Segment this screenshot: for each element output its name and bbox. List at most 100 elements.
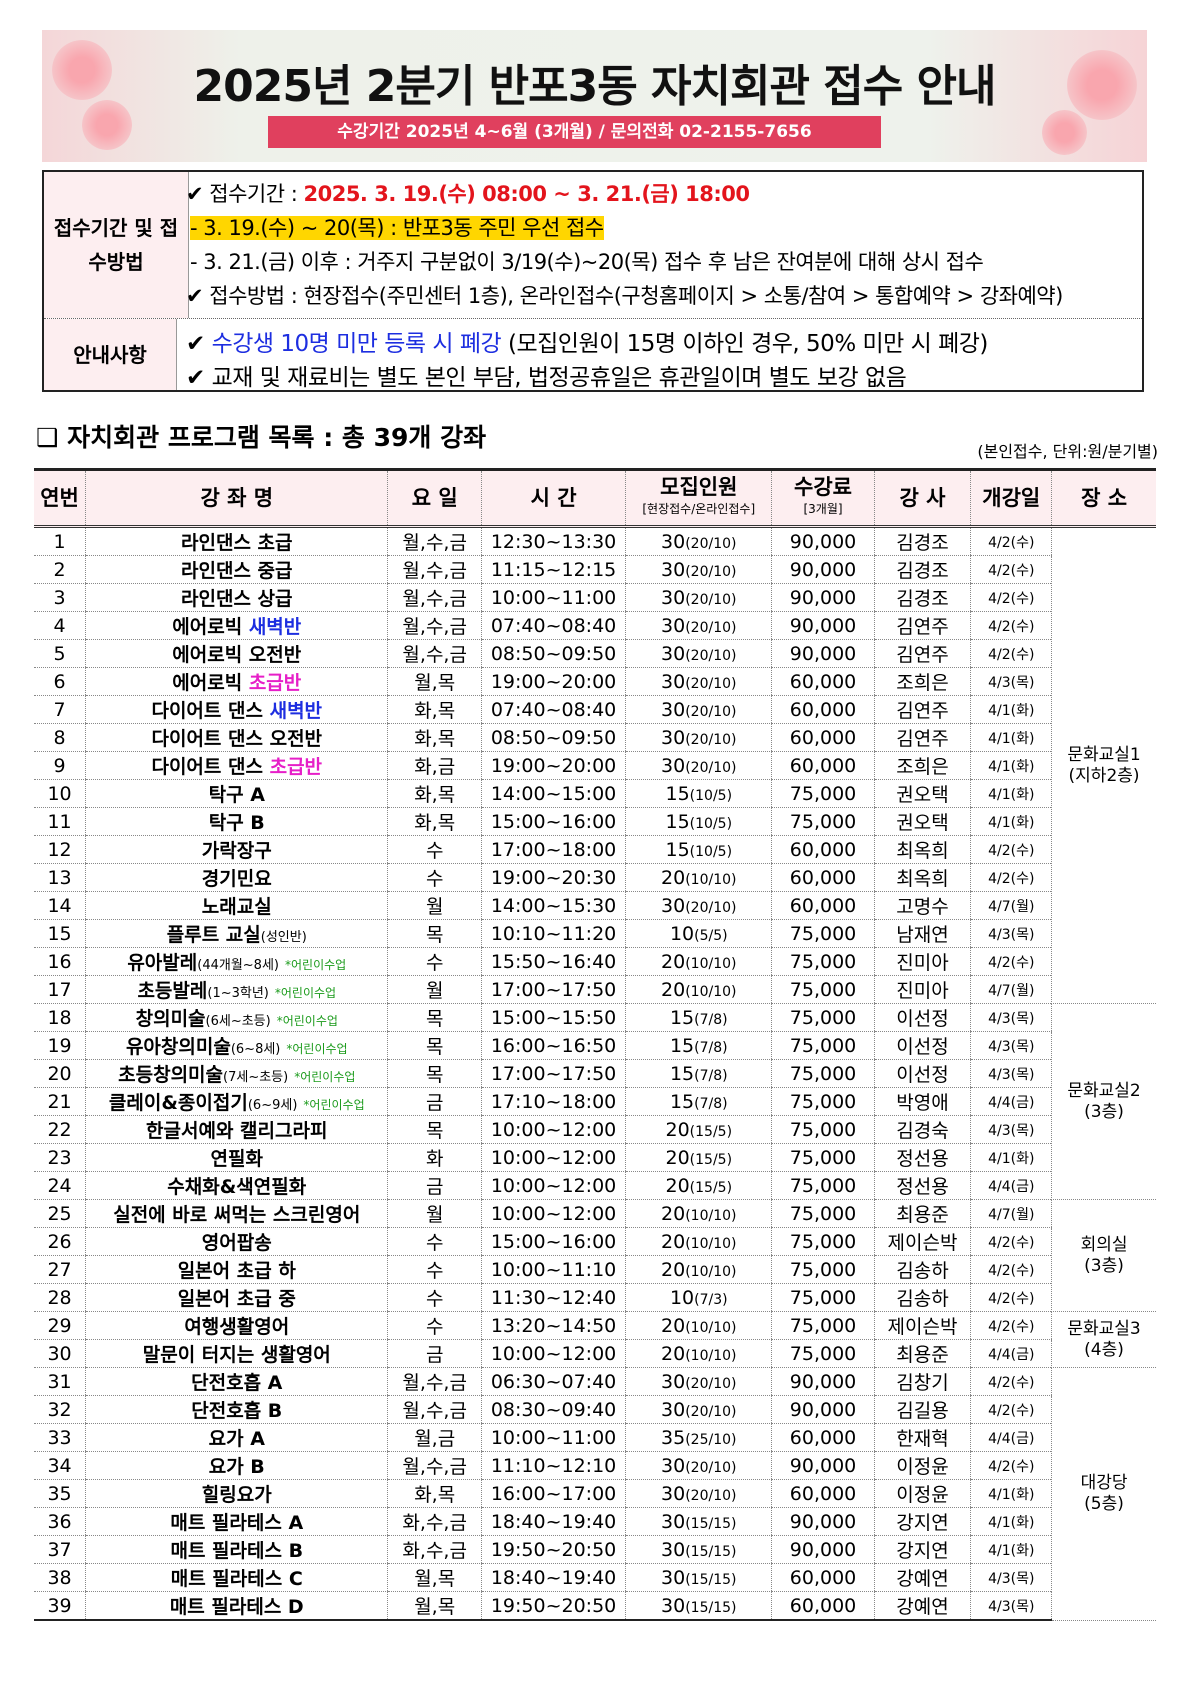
capacity: 20(10/10) — [625, 1199, 772, 1228]
course-name: 다이어트 댄스 새벽반 — [85, 695, 388, 724]
course-subtitle: (7세~초등) — [223, 1070, 289, 1085]
capacity-total: 20 — [661, 1202, 686, 1225]
course-title: 실전에 바로 써먹는 스크린영어 — [113, 1204, 361, 1226]
col-teacher: 강 사 — [873, 468, 971, 528]
course-level-highlight: 초급반 — [269, 756, 323, 778]
course-name: 일본어 초급 하 — [85, 1255, 388, 1284]
teacher-name: 김연주 — [873, 611, 971, 640]
row-number: 29 — [34, 1311, 86, 1340]
capacity-split: (7/8) — [694, 1067, 728, 1084]
capacity-split: (20/10) — [685, 899, 737, 916]
teacher-name: 김경조 — [873, 555, 971, 584]
place-name: 회의실 — [1080, 1234, 1128, 1255]
course-time: 10:00~11:00 — [480, 583, 626, 612]
capacity: 20(10/10) — [625, 1227, 772, 1256]
capacity-split: (20/10) — [685, 731, 737, 748]
open-date: 4/2(수) — [970, 947, 1052, 976]
table-row: 33 요가 A 월,금 10:00~11:00 35(25/10) 60,000 한재혁 4/… — [34, 1423, 1156, 1452]
course-time: 18:40~19:40 — [480, 1563, 626, 1592]
capacity-total: 30 — [661, 1510, 686, 1533]
course-title: 요가 A — [208, 1428, 265, 1450]
capacity: 30(20/10) — [625, 1395, 772, 1424]
capacity-total: 10 — [669, 1286, 695, 1309]
capacity: 30(15/15) — [625, 1591, 772, 1621]
teacher-name: 제이슨박 — [873, 1311, 971, 1340]
row-number: 35 — [34, 1479, 86, 1508]
table-row: 9 다이어트 댄스 초급반 화,금 19:00~20:00 30(20/10) 60,00… — [34, 751, 1156, 780]
capacity-total: 20 — [661, 1230, 686, 1253]
course-days: 월 — [387, 891, 482, 920]
table-row: 31 단전호흡 A 월,수,금 06:30~07:40 30(20/10) 90,000 김… — [34, 1367, 1156, 1621]
course-days: 목 — [387, 1031, 482, 1060]
row-number: 21 — [34, 1087, 86, 1116]
open-date: 4/4(금) — [970, 1087, 1052, 1116]
course-time: 17:10~18:00 — [480, 1087, 626, 1116]
course-fee: 75,000 — [771, 1143, 875, 1172]
course-fee: 75,000 — [771, 1199, 875, 1228]
teacher-name: 정선용 — [873, 1171, 971, 1200]
row-number: 6 — [34, 667, 86, 696]
capacity: 30(20/10) — [625, 555, 772, 584]
course-time: 17:00~18:00 — [480, 835, 626, 864]
capacity: 30(20/10) — [625, 583, 772, 612]
col-time: 시 간 — [480, 468, 626, 528]
capacity-split: (10/10) — [685, 1207, 737, 1224]
capacity-split: (20/10) — [685, 759, 737, 776]
capacity-total: 20 — [661, 950, 686, 973]
capacity-total: 20 — [661, 1258, 686, 1281]
teacher-name: 권오택 — [873, 807, 971, 836]
row-number: 2 — [34, 555, 86, 584]
course-fee: 75,000 — [771, 1255, 875, 1284]
check-icon: ✔ — [186, 331, 212, 357]
capacity-total: 30 — [661, 1566, 686, 1589]
course-days: 화,수,금 — [387, 1535, 482, 1564]
capacity-total: 30 — [661, 1538, 686, 1561]
capacity-split: (20/10) — [685, 647, 737, 664]
open-date: 4/1(화) — [970, 1507, 1052, 1536]
table-row: 2 라인댄스 중급 월,수,금 11:15~12:15 30(20/10) 90,000 김… — [34, 555, 1156, 584]
capacity: 30(20/10) — [625, 639, 772, 668]
course-days: 월,수,금 — [387, 1451, 482, 1480]
course-title: 라인댄스 상급 — [181, 588, 293, 610]
course-days: 월,목 — [387, 1591, 482, 1621]
course-name: 매트 필라테스 A — [85, 1507, 388, 1536]
course-fee: 60,000 — [771, 863, 875, 892]
course-fee: 75,000 — [771, 1227, 875, 1256]
notice-highlight: 수강생 10명 미만 등록 시 폐강 — [211, 331, 502, 357]
course-title: 말문이 터지는 생활영어 — [142, 1344, 331, 1366]
capacity-total: 20 — [665, 1118, 690, 1141]
course-days: 월,목 — [387, 667, 482, 696]
course-fee: 75,000 — [771, 947, 875, 976]
open-date: 4/4(금) — [970, 1171, 1052, 1200]
course-title: 유아발레 — [127, 952, 198, 974]
open-date: 4/2(수) — [970, 555, 1052, 584]
course-title: 여행생활영어 — [184, 1316, 290, 1338]
table-row: 7 다이어트 댄스 새벽반 화,목 07:40~08:40 30(20/10) 60,00… — [34, 695, 1156, 724]
course-name: 가락장구 — [85, 835, 388, 864]
table-row: 18 창의미술(6세~초등) *어린이수업 목 15:00~15:50 15(7/8) 75… — [34, 1003, 1156, 1200]
course-fee: 75,000 — [771, 1283, 875, 1312]
course-days: 수 — [387, 1255, 482, 1284]
col-fee-label: 수강료 — [794, 475, 852, 499]
row-number: 12 — [34, 835, 86, 864]
capacity: 35(25/10) — [625, 1423, 772, 1452]
course-fee: 90,000 — [771, 583, 875, 612]
capacity: 20(15/5) — [625, 1171, 772, 1200]
capacity-split: (10/5) — [689, 815, 733, 832]
course-days: 수 — [387, 947, 482, 976]
open-date: 4/1(화) — [970, 1143, 1052, 1172]
capacity: 30(15/15) — [625, 1535, 772, 1564]
col-capacity-label: 모집인원 — [660, 475, 738, 499]
capacity-split: (20/10) — [685, 591, 737, 608]
capacity-split: (20/10) — [685, 1403, 737, 1420]
course-days: 화,목 — [387, 807, 482, 836]
capacity-split: (20/10) — [685, 1375, 737, 1392]
course-title: 매트 필라테스 B — [170, 1540, 304, 1562]
course-fee: 75,000 — [771, 1087, 875, 1116]
capacity-split: (10/10) — [685, 871, 737, 888]
period-prefix: ✔ 접수기간 : — [186, 182, 304, 206]
course-fee: 90,000 — [771, 555, 875, 584]
open-date: 4/1(화) — [970, 1535, 1052, 1564]
course-title: 에어로빅 — [172, 616, 249, 638]
capacity-split: (20/10) — [685, 619, 737, 636]
